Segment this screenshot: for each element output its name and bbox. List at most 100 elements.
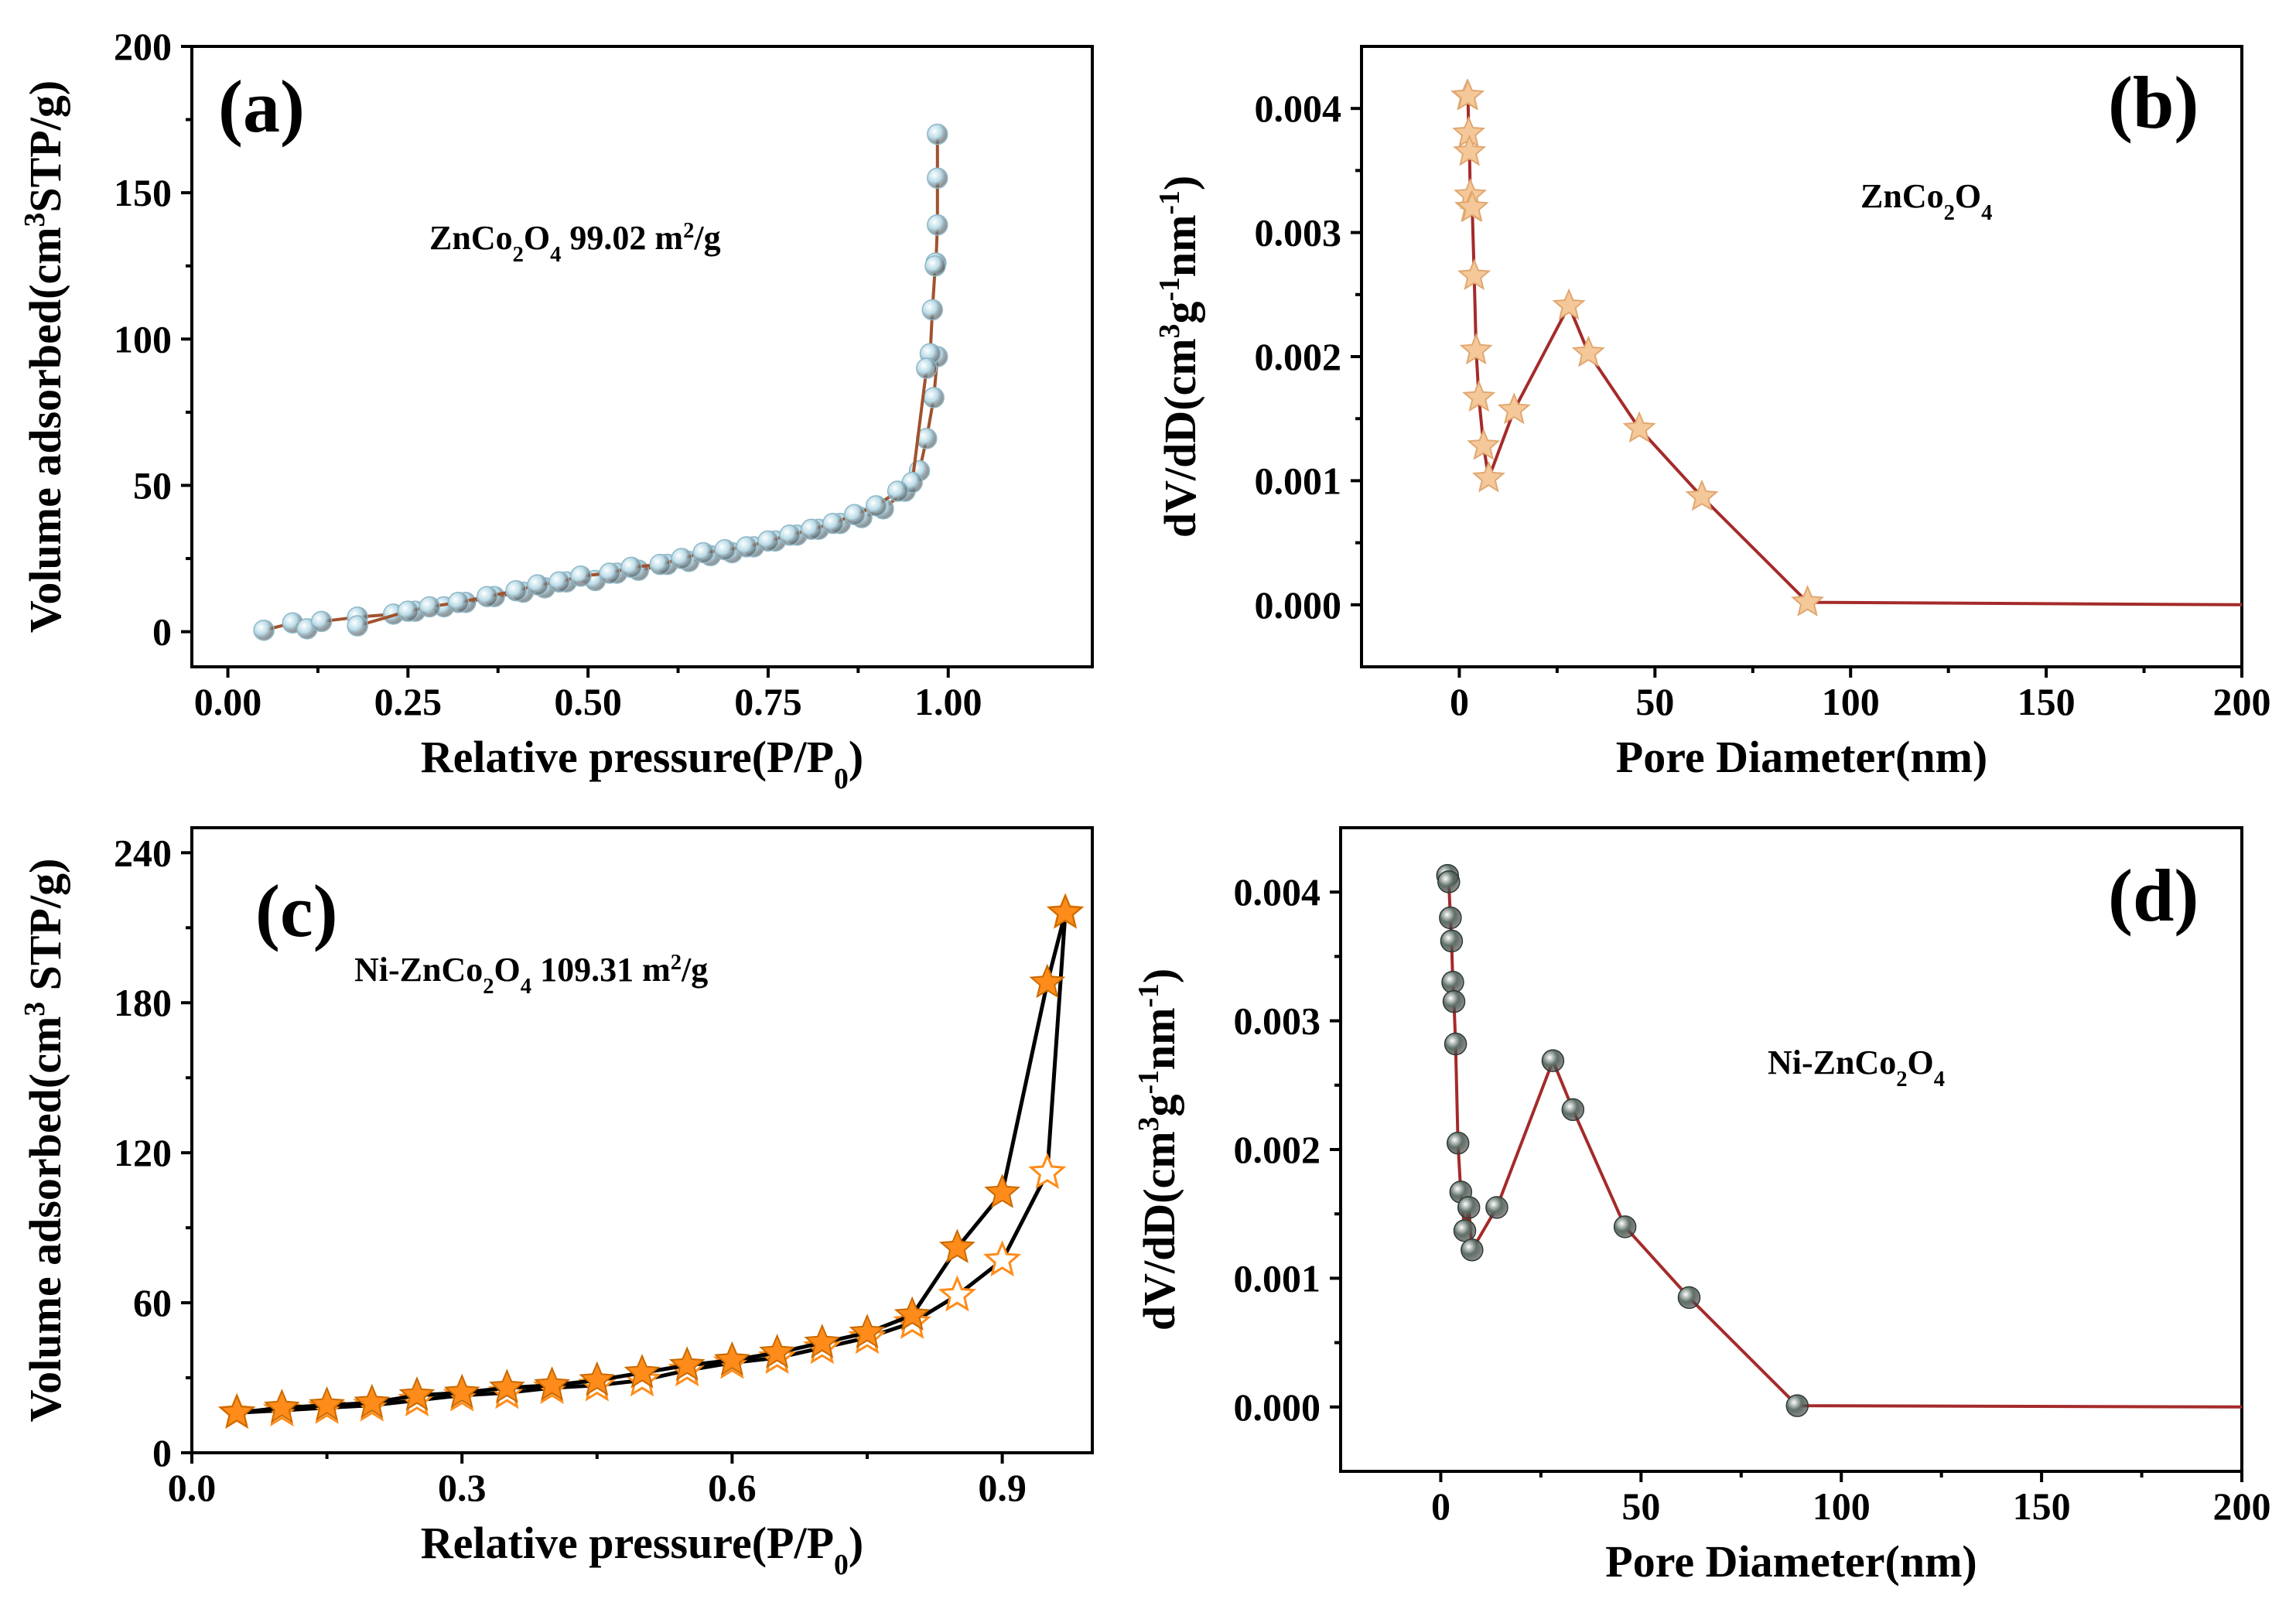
- y-tick-label: 180: [114, 981, 172, 1024]
- y-axis-label: dV/dD(cm3g-1nm-1): [1133, 969, 1184, 1331]
- y-tick-label: 0.002: [1234, 1128, 1321, 1171]
- data-point: [1442, 989, 1466, 1013]
- data-point: [1028, 1153, 1067, 1189]
- data-point: [624, 1353, 661, 1389]
- x-tick-label: 0.6: [708, 1466, 757, 1509]
- data-point: [779, 524, 801, 546]
- data-point: [1459, 333, 1493, 365]
- data-point: [534, 1366, 570, 1401]
- y-tick-label: 150: [114, 171, 172, 214]
- data-point: [264, 1389, 300, 1423]
- data-point: [1497, 392, 1531, 425]
- data-point: [1613, 1215, 1637, 1238]
- x-axis-label: Pore Diameter(nm): [1616, 732, 1987, 782]
- data-point: [714, 1341, 750, 1376]
- data-point: [253, 619, 275, 641]
- data-point: [620, 556, 642, 579]
- x-tick-label: 0.0: [168, 1466, 217, 1509]
- chart-panel-c: 0.0 0.3 0.6 0.9 0 60 120 180 240 Relative pressur…: [19, 826, 1094, 1581]
- y-tick-label: 0.004: [1255, 87, 1342, 130]
- x-tick-label: 0.75: [734, 680, 802, 723]
- y-tick-label: 0: [152, 610, 172, 654]
- x-tick-label: 200: [2213, 680, 2271, 723]
- data-point: [1461, 1238, 1484, 1262]
- sample-annotation: ZnCo2O4 99.02 m2/g: [429, 219, 721, 267]
- data-point: [579, 1361, 616, 1396]
- data-point: [668, 1346, 706, 1381]
- y-tick-label: 0.001: [1234, 1256, 1321, 1300]
- x-axis-label: Relative pressure(P/P0): [421, 1518, 863, 1581]
- series-line-pore-distribution: [1446, 875, 2243, 1409]
- data-point: [1471, 460, 1505, 493]
- x-tick-label: 0.50: [554, 680, 622, 723]
- data-point: [1444, 1032, 1467, 1056]
- data-point: [447, 592, 470, 613]
- data-point: [804, 1324, 841, 1358]
- plot-frame: [190, 45, 1094, 668]
- data-point: [938, 1275, 977, 1312]
- panel-label: (a): [218, 65, 305, 148]
- data-point: [924, 255, 946, 277]
- panel-label: (d): [2108, 854, 2199, 937]
- x-tick-label: 50: [1635, 680, 1674, 723]
- x-tick-label: 150: [2018, 680, 2076, 723]
- x-tick-label: 0: [1450, 680, 1469, 723]
- sample-annotation: ZnCo2O4: [1860, 177, 1992, 225]
- y-tick-label: 60: [133, 1281, 172, 1324]
- y-tick-label: 0.002: [1255, 335, 1342, 378]
- data-point: [736, 536, 757, 558]
- y-axis-label: Volume adsorbed(cm3STP/g): [19, 80, 70, 633]
- data-point: [1467, 428, 1501, 460]
- data-point: [649, 553, 671, 576]
- y-tick-label: 0.003: [1255, 211, 1342, 255]
- series-line-desorption: [357, 134, 939, 627]
- data-point: [1791, 585, 1825, 617]
- data-point: [927, 123, 948, 145]
- y-tick-label: 0.000: [1234, 1385, 1321, 1429]
- data-point: [982, 1240, 1022, 1277]
- data-point: [1552, 288, 1586, 320]
- x-tick-label: 0: [1431, 1484, 1450, 1528]
- data-point: [865, 495, 887, 517]
- data-point: [1485, 1196, 1508, 1219]
- data-point: [939, 1228, 975, 1263]
- data-point: [505, 579, 527, 602]
- plot-frame: [190, 826, 1094, 1454]
- x-tick-label: 100: [1813, 1484, 1871, 1528]
- x-tick-label: 1.00: [914, 680, 982, 723]
- sample-annotation: Ni-ZnCo2O4: [1768, 1044, 1945, 1092]
- data-point: [927, 214, 948, 236]
- data-point: [1453, 134, 1487, 166]
- data-point: [843, 504, 866, 526]
- data-point: [1441, 970, 1464, 994]
- data-point: [849, 1314, 886, 1348]
- data-point: [801, 518, 822, 540]
- data-point: [714, 538, 736, 561]
- data-point: [1047, 893, 1084, 928]
- data-point: [1571, 335, 1605, 367]
- data-point: [1561, 1098, 1585, 1122]
- data-point: [923, 387, 945, 408]
- y-tick-label: 0.000: [1255, 583, 1342, 627]
- data-point: [893, 1296, 931, 1331]
- data-point: [692, 542, 714, 564]
- y-axis-label: Volume adsorbed(cm3 STP/g): [19, 859, 70, 1423]
- x-tick-label: 0.3: [438, 1466, 487, 1509]
- plot-frame: [1339, 826, 2243, 1473]
- x-tick-label: 0.00: [194, 680, 262, 723]
- data-point: [477, 586, 498, 607]
- data-point: [1462, 380, 1496, 412]
- data-point: [1437, 870, 1461, 893]
- data-point: [443, 1373, 480, 1409]
- y-tick-label: 100: [114, 317, 172, 360]
- chart-panel-d: 0 50 100 150 200 0.000 0.001 0.002 0.003 0.004 Por…: [1133, 826, 2271, 1587]
- data-point: [347, 615, 368, 637]
- data-point: [927, 167, 948, 189]
- data-point: [570, 565, 592, 587]
- data-point: [1439, 906, 1462, 930]
- data-point: [1785, 1394, 1809, 1417]
- data-point: [354, 1383, 391, 1419]
- data-point: [671, 548, 692, 569]
- data-point: [887, 480, 909, 502]
- x-tick-label: 0.25: [374, 680, 442, 723]
